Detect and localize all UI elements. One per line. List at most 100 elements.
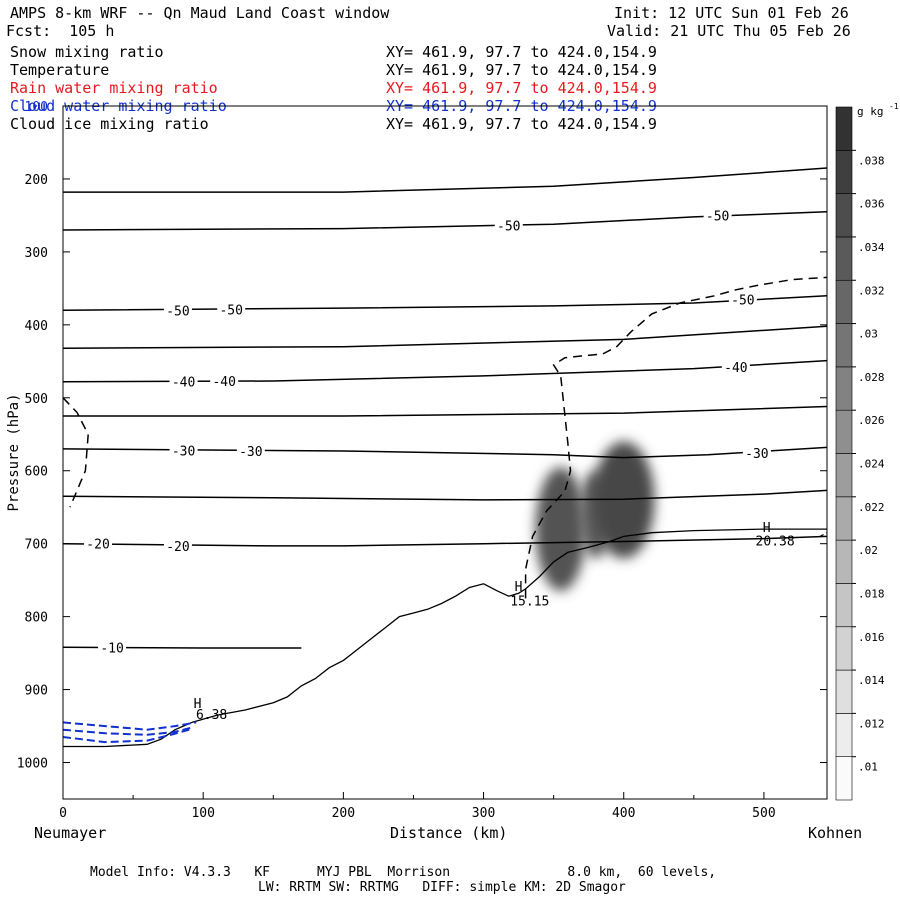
colorbar-segment [835,583,853,628]
y-tick-label: 400 [25,319,48,334]
y-tick-label: 800 [25,611,48,626]
isotherm-label-bg [217,302,246,317]
high-marker: H [515,580,523,595]
isotherm-line [63,405,827,417]
colorbar-segment [835,756,853,801]
x-start-label: Neumayer [34,824,107,842]
isotherm-label-bg [236,444,265,459]
isotherm-label: -30 [745,447,768,462]
field-temp-xy: XY= 461.9, 97.7 to 424.0,154.9 [386,61,657,79]
cloud-water-contour [63,728,190,744]
cloud-ice-contour [63,397,89,508]
colorbar-unit-exponent: -1 [889,102,899,111]
isotherm-label: -50 [731,293,754,308]
x-end-label: Kohnen [808,824,863,842]
cloud-ice-contour [524,276,827,599]
high-value: 6.38 [196,708,227,723]
colorbar-label: .034 [858,241,885,254]
field-snow-name: Snow mixing ratio [10,43,164,61]
isotherm-line [63,167,827,193]
colorbar-segment [835,236,853,281]
cloud-water-contour [819,532,827,537]
isotherm-label: -30 [172,444,195,459]
colorbar-label: .024 [858,458,885,471]
physics-info: LW: RRTM SW: RRTMG DIFF: simple KM: 2D S… [258,880,626,895]
colorbar-label: .014 [858,674,885,687]
field-cloudice-name: Cloud ice mixing ratio [10,115,209,133]
y-tick-label: 900 [25,684,48,699]
chart-title: AMPS 8-km WRF -- Qn Maud Land Coast wind… [10,4,390,22]
x-tick-label: 100 [191,806,214,821]
colorbar-label: .026 [858,414,885,427]
colorbar-segment [835,626,853,671]
isotherm-label-bg [98,640,127,655]
colorbar-segment [835,279,853,324]
colorbar-label: .016 [858,631,885,644]
high-marker: H [194,697,202,712]
field-cloudice-xy: XY= 461.9, 97.7 to 424.0,154.9 [386,115,657,133]
plot-frame [62,105,828,800]
x-axis-title: Distance (km) [390,824,508,842]
y-axis-title: Pressure (hPa) [6,393,22,511]
y-tick-label: 600 [25,465,48,480]
isotherm-label: -50 [166,304,189,319]
high-marker: H [763,521,771,536]
init-time: Init: 12 UTC Sun 01 Feb 26 [614,4,849,22]
isotherm-label-bg [703,208,732,223]
model-info: Model Info: V4.3.3 KF MYJ PBL Morrison 8… [90,865,717,880]
colorbar-label: .038 [858,154,885,167]
isotherm-label-bg [169,443,198,458]
y-tick-label: 1000 [17,757,48,772]
isotherm-line [63,535,827,547]
colorbar-segment [835,150,853,194]
isotherm-label-bg [169,374,198,389]
isotherm-label: -10 [100,641,123,656]
isotherm-label: -40 [724,361,747,376]
high-value: 15.15 [510,594,549,609]
isotherm-label-bg [728,292,757,307]
isotherm-label: -30 [239,445,262,460]
colorbar-label: .028 [858,371,885,384]
field-rain-name: Rain water mixing ratio [10,79,218,97]
colorbar-segment [835,193,853,238]
colorbar-segment [835,539,853,584]
field-snow-xy: XY= 461.9, 97.7 to 424.0,154.9 [386,43,657,61]
x-tick-label: 300 [472,806,495,821]
colorbar-segment [835,366,853,411]
colorbar-label: .02 [858,544,878,557]
isotherm-label: -50 [706,209,729,224]
colorbar-segment [835,669,853,714]
cloud-water-contour [63,726,193,736]
x-tick-label: 0 [59,806,67,821]
isotherm-label-bg [210,374,239,389]
terrain-line [63,528,827,748]
colorbar-label: .01 [858,761,878,774]
colorbar-label: .03 [858,328,878,341]
isotherm-line [63,325,827,349]
colorbar-segment [835,496,853,541]
isotherm-label: -50 [497,220,520,235]
colorbar-segment [835,106,853,151]
isotherm-label: -50 [219,304,242,319]
forecast-hour: Fcst: 105 h [6,22,115,40]
colorbar-segment [835,323,853,368]
field-rain-xy: XY= 461.9, 97.7 to 424.0,154.9 [386,79,657,97]
colorbar-segment [835,713,853,757]
colorbar-label: .012 [858,717,885,730]
isotherm-label-bg [494,218,523,233]
isotherm-label: -40 [172,376,195,391]
high-value: 20.38 [756,534,795,549]
colorbar-label: .032 [858,284,885,297]
isotherm-label: -40 [212,375,235,390]
colorbar-label: .022 [858,501,885,514]
isotherm-label: -20 [166,540,189,555]
y-tick-label: 100 [25,100,48,115]
isotherm-label: -20 [86,538,109,553]
colorbar-segment [835,409,853,454]
snow-cell [535,467,586,592]
colorbar-unit: g kg [857,105,884,118]
y-tick-label: 300 [25,246,48,261]
y-tick-label: 500 [25,392,48,407]
colorbar-label: .018 [858,587,885,600]
